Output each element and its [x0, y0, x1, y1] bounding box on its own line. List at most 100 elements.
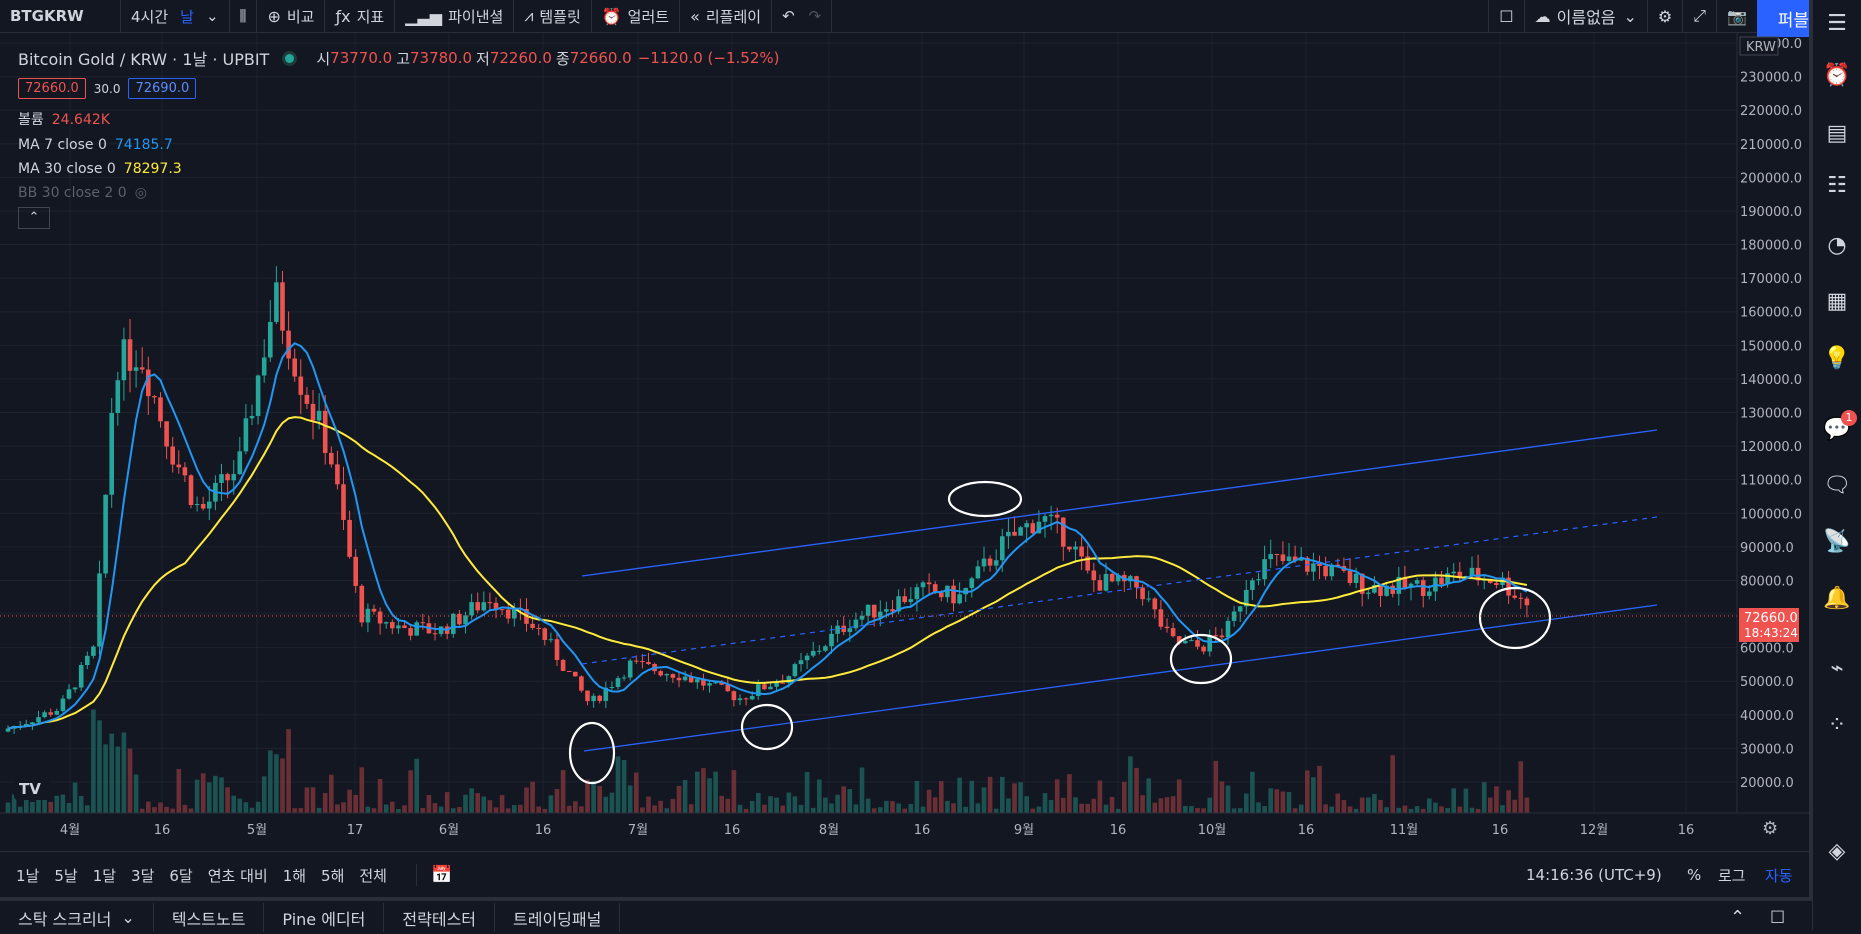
volume-bar	[646, 796, 651, 813]
volume-bar	[1317, 765, 1322, 813]
volume-bar	[951, 803, 956, 813]
candle	[463, 615, 468, 625]
ideas-icon[interactable]: 💡	[1823, 346, 1851, 371]
bid-button[interactable]: 72660.0	[18, 78, 86, 99]
fullscreen-button[interactable]: ⤢	[1682, 0, 1716, 32]
chevron-up-icon[interactable]: ⌃	[1730, 907, 1746, 928]
tab-trading-panel[interactable]: 트레이딩패널	[495, 903, 621, 932]
ma30-legend[interactable]: MA 30 close 0 78297.3	[18, 161, 779, 177]
chat-icon[interactable]: 🗨	[1823, 473, 1851, 498]
candle	[737, 698, 743, 701]
time-tick: 6월	[439, 823, 459, 838]
range-button[interactable]: 1달	[92, 866, 117, 885]
candle	[957, 594, 962, 604]
templates-button[interactable]: ⩘ 템플릿	[514, 0, 592, 32]
candle	[701, 679, 706, 686]
volume-bar	[1451, 788, 1456, 813]
range-button[interactable]: 전체	[359, 866, 387, 885]
tab-strategy-tester[interactable]: 전략테스터	[384, 903, 496, 932]
notifications-icon[interactable]: 🔔	[1823, 586, 1851, 611]
ma7-label: MA 7 close 0	[18, 137, 107, 153]
alarm-icon[interactable]: ⏰	[1823, 63, 1851, 88]
volume-bar	[829, 803, 834, 813]
redo-icon[interactable]: ↷	[808, 7, 822, 25]
candle	[1012, 531, 1017, 536]
channel-mid-line	[581, 516, 1658, 665]
tab-pine-editor[interactable]: Pine 에디터	[264, 903, 385, 932]
volume-bar	[1506, 790, 1511, 813]
ask-button[interactable]: 72690.0	[128, 78, 197, 99]
range-button[interactable]: 5해	[321, 866, 345, 885]
watchlist-icon[interactable]: ☰	[1827, 11, 1847, 36]
chart-type-button[interactable]: ⫼	[230, 0, 258, 32]
chart-pane[interactable]: 240000.0230000.0220000.0210000.0200000.0…	[0, 33, 1812, 851]
eye-hidden-icon[interactable]: ◎	[134, 185, 147, 201]
volume-bar	[865, 798, 871, 813]
volume-bar	[1189, 806, 1194, 813]
candle	[688, 676, 694, 683]
replay-button[interactable]: « 리플레이	[680, 0, 773, 32]
volume-legend[interactable]: 볼륨 24.642K	[18, 109, 779, 129]
alert-button[interactable]: ⏰ 얼러트	[592, 0, 681, 32]
volume-bar	[72, 782, 78, 813]
chevron-down-icon: ⌄	[1623, 6, 1637, 26]
maximize-panel-icon[interactable]: ☐	[1770, 907, 1786, 928]
tab-text-notes[interactable]: 텍스트노트	[154, 903, 265, 932]
range-button[interactable]: 3달	[131, 866, 155, 885]
candle	[1176, 636, 1182, 644]
volume-bar	[1274, 789, 1280, 813]
candle	[603, 687, 609, 701]
price-tick: 60000.0	[1740, 642, 1794, 657]
news-icon[interactable]: ▤	[1826, 121, 1848, 146]
undo-icon[interactable]: ↶	[782, 7, 795, 25]
chevron-down-icon[interactable]: ⌄	[121, 908, 135, 927]
tab-stock-screener[interactable]: 스탁 스크리너 ⌄	[0, 903, 154, 932]
fullscreen-layout-button[interactable]: ☐	[1488, 0, 1523, 32]
interval-4h[interactable]: 4시간	[131, 7, 169, 26]
screenshot-button[interactable]: 📷	[1716, 0, 1757, 32]
range-button[interactable]: 5날	[54, 866, 78, 885]
candle	[451, 613, 456, 634]
settings-button[interactable]: ⚙	[1646, 0, 1682, 32]
symbol-title[interactable]: Bitcoin Gold / KRW · 1날 · UPBIT	[18, 50, 270, 69]
streams-icon[interactable]: 📡	[1823, 529, 1851, 554]
candle	[1109, 573, 1115, 582]
volume-bar	[1524, 797, 1530, 813]
calendar-icon[interactable]: ▦	[1826, 289, 1848, 314]
bb-legend[interactable]: BB 30 close 2 0 ◎	[18, 185, 779, 201]
candle	[676, 677, 682, 681]
goto-date-icon[interactable]: 📅	[430, 865, 453, 885]
circle-annotation	[1169, 633, 1233, 685]
financials-button[interactable]: ▁▃▅ 파이낸셜	[395, 0, 515, 32]
range-button[interactable]: 6달	[169, 866, 193, 885]
price-chart[interactable]: 240000.0230000.0220000.0210000.0200000.0…	[0, 33, 1812, 851]
range-button[interactable]: 1해	[282, 866, 307, 885]
volume-bar	[505, 808, 511, 813]
data-window-icon[interactable]: ☷	[1827, 173, 1847, 198]
dots-grid-icon[interactable]: ⁘	[1827, 713, 1847, 738]
interval-day[interactable]: 날	[180, 7, 194, 26]
clock[interactable]: 14:16:36 (UTC+9)	[1526, 866, 1662, 884]
auto-toggle[interactable]: 자동	[1765, 866, 1793, 885]
candle	[5, 728, 11, 732]
ma7-legend[interactable]: MA 7 close 0 74185.7	[18, 137, 779, 153]
range-button[interactable]: 연초 대비	[207, 866, 268, 885]
expand-icon: ⤢	[1693, 6, 1707, 25]
symbol-search[interactable]: BTGKRW	[0, 0, 121, 32]
hotlist-icon[interactable]: ◔	[1827, 233, 1847, 258]
candle	[664, 674, 670, 676]
volume-bar	[804, 772, 810, 813]
percent-toggle[interactable]: %	[1687, 866, 1702, 884]
log-toggle[interactable]: 로그	[1718, 866, 1746, 885]
candle	[817, 650, 822, 652]
pine-icon[interactable]: ⌁	[1830, 656, 1844, 681]
volume-bar	[902, 808, 907, 813]
range-button[interactable]: 1날	[16, 866, 40, 885]
layers-icon[interactable]: ◈	[1828, 839, 1846, 864]
compare-button[interactable]: ⊕ 비교	[257, 0, 326, 32]
chevron-down-icon[interactable]: ⌄	[205, 7, 219, 25]
interval-selector[interactable]: 4시간 날 ⌄	[121, 0, 230, 32]
collapse-legend-button[interactable]: ⌃	[18, 207, 50, 229]
layout-name-button[interactable]: ☁ 이름없음 ⌄	[1523, 0, 1647, 32]
indicators-button[interactable]: ƒx 지표	[325, 0, 396, 32]
